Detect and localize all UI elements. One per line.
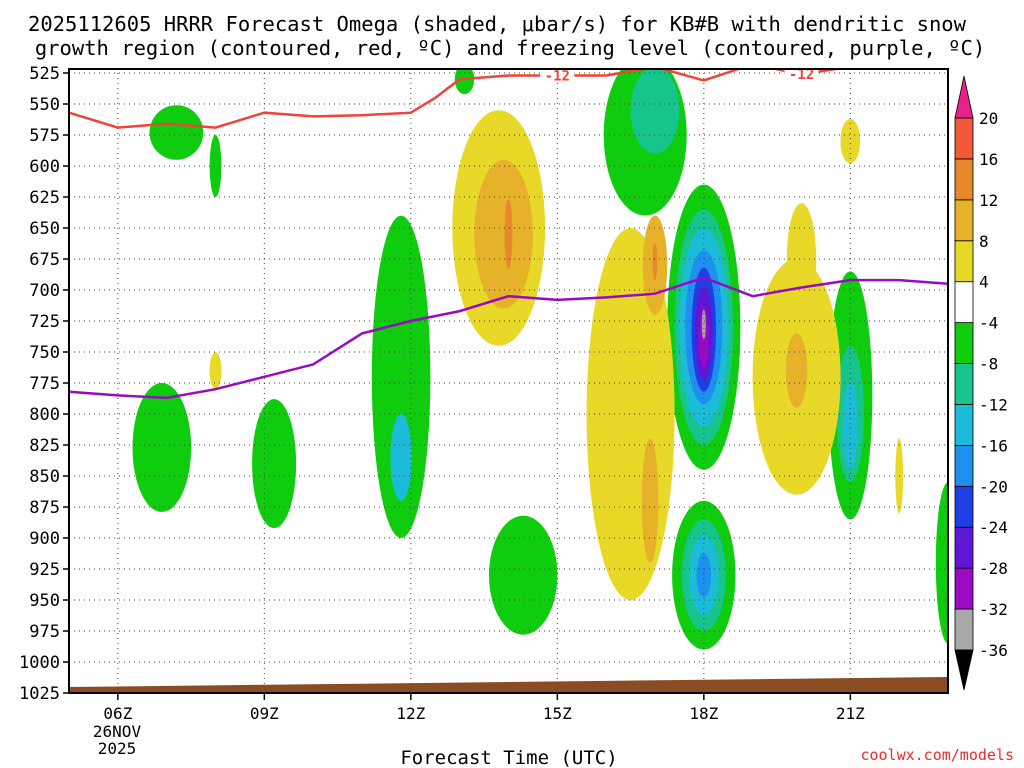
y-tick-label: 925 (29, 560, 60, 580)
chart-title-line2: growth region (contoured, red, ºC) and f… (35, 36, 985, 60)
y-tick-label: 900 (29, 529, 60, 549)
omega-region-green (209, 135, 222, 197)
colorbar-segment (954, 281, 974, 324)
dgz-contour-label: -12 (789, 67, 814, 83)
omega-region-orange_light (641, 438, 659, 563)
colorbar-segment (954, 363, 974, 405)
colorbar-label: 20 (979, 109, 998, 128)
y-tick-label: 725 (29, 312, 60, 332)
y-axis: 525 550 575 600 625 650 675 700 725 750 775 800 825 8… (19, 64, 69, 704)
x-tick-label: 12Z (396, 704, 425, 723)
colorbar-label: -16 (979, 436, 1008, 455)
colorbar-segment (954, 567, 974, 610)
omega-region-orange_light (785, 333, 808, 408)
x-tick-label: 18Z (689, 704, 718, 723)
y-tick-label: 975 (29, 622, 60, 642)
freezing-level-line (69, 276, 948, 400)
y-tick-label: 800 (29, 405, 60, 425)
omega-region-yellow (786, 203, 817, 315)
omega-region-cyan (843, 383, 858, 470)
chart-title-line1: 2025112605 HRRR Forecast Omega (shaded, … (28, 12, 967, 36)
x-tick-label: 06Z (103, 704, 132, 723)
colorbar-segment (954, 240, 974, 283)
omega-region-green (371, 215, 431, 539)
y-tick-label: 525 (29, 64, 60, 84)
omega-shading (132, 69, 948, 650)
y-tick-label: 550 (29, 95, 60, 115)
omega-region-green (935, 482, 948, 644)
y-tick-label: 575 (29, 126, 60, 146)
colorbar-label: -36 (979, 641, 1008, 660)
colorbar-label: -20 (979, 477, 1008, 496)
terrain-fill (69, 677, 948, 693)
colorbar-label: -28 (979, 559, 1008, 578)
omega-region-gray (701, 309, 706, 340)
colorbar-segment (954, 158, 974, 201)
dgz-label-background (540, 67, 575, 82)
colorbar-segment (954, 526, 974, 569)
x-tick-label: 15Z (543, 704, 572, 723)
omega-region-cyan (390, 414, 412, 501)
y-tick-label: 825 (29, 436, 60, 456)
omega-region-yellow (209, 352, 222, 390)
colorbar-label: 16 (979, 150, 998, 169)
colorbar-segment (954, 608, 974, 651)
x-axis: 06Z 09Z 12Z 15Z 18Z 21Z (103, 693, 865, 723)
omega-region-orange (504, 199, 513, 269)
y-tick-label: 750 (29, 343, 60, 363)
omega-region-orange_light (474, 159, 533, 309)
y-tick-label: 875 (29, 498, 60, 518)
colorbar-segment (954, 322, 974, 364)
omega-region-blue (696, 552, 712, 598)
colorbar-label: -12 (979, 395, 1008, 414)
x-tick-label: 21Z (836, 704, 865, 723)
omega-region-orange (652, 242, 658, 281)
colorbar-label: -24 (979, 518, 1008, 537)
colorbar-label: 4 (979, 273, 989, 292)
y-tick-label: 1000 (19, 653, 60, 673)
y-tick-label: 650 (29, 219, 60, 239)
x-tick-label: 09Z (250, 704, 279, 723)
colorbar-segment (954, 485, 974, 528)
y-tick-label: 1025 (19, 684, 60, 704)
omega-region-green (149, 105, 204, 160)
omega-region-green (489, 515, 558, 635)
y-tick-label: 675 (29, 250, 60, 270)
colorbar-label: -4 (979, 314, 998, 333)
colorbar: -36 -32 -28 -24 -20 -16 -12 -8 -4 4 8 12 16 20 (954, 75, 1008, 691)
omega-region-green (132, 383, 192, 512)
colorbar-label: 8 (979, 232, 989, 251)
omega-region-teal (630, 69, 680, 154)
y-tick-label: 850 (29, 467, 60, 487)
date-label-year: 2025 (98, 739, 137, 758)
y-tick-label: 950 (29, 591, 60, 611)
omega-region-yellow (840, 118, 861, 164)
credit-text: coolwx.com/models (860, 746, 1014, 764)
colorbar-label: 12 (979, 191, 998, 210)
colorbar-min-triangle (954, 649, 974, 691)
y-tick-label: 625 (29, 188, 60, 208)
y-tick-label: 775 (29, 374, 60, 394)
colorbar-label: -32 (979, 600, 1008, 619)
grid-lines (69, 72, 948, 693)
y-tick-label: 700 (29, 281, 60, 301)
date-label-day: 26NOV (93, 722, 142, 741)
dgz-contour-label: -12 (545, 68, 570, 84)
colorbar-label: -8 (979, 355, 998, 374)
colorbar-segment (954, 199, 974, 242)
omega-region-green (454, 69, 475, 95)
colorbar-segment (954, 117, 974, 160)
colorbar-max-triangle (954, 75, 974, 119)
colorbar-segment (954, 404, 974, 446)
x-axis-title: Forecast Time (UTC) (400, 747, 617, 768)
colorbar-segment (954, 444, 974, 487)
y-tick-label: 600 (29, 157, 60, 177)
plot-frame (68, 68, 949, 694)
omega-region-green (252, 399, 297, 529)
